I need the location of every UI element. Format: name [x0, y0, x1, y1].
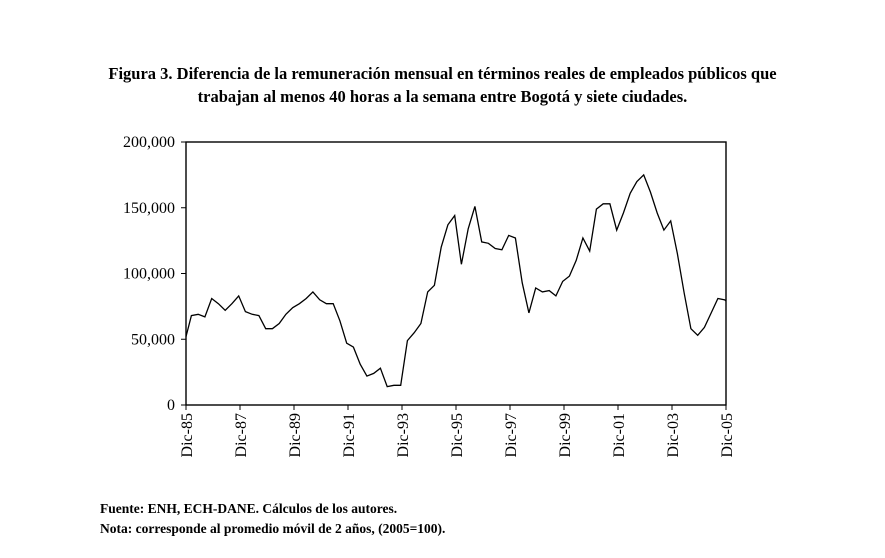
y-tick-label: 200,000 — [123, 134, 175, 151]
chart-title: Figura 3. Diferencia de la remuneración … — [0, 62, 885, 108]
x-tick-label: Dic-97 — [503, 413, 520, 457]
x-tick-label: Dic-05 — [719, 413, 736, 457]
plot-frame — [185, 141, 727, 406]
x-tick-label: Dic-01 — [611, 413, 628, 457]
x-tick-label: Dic-87 — [233, 413, 250, 457]
x-tick-label: Dic-93 — [395, 413, 412, 457]
x-tick-label: Dic-91 — [341, 413, 358, 457]
x-tick-label: Dic-89 — [287, 413, 304, 457]
x-tick-label: Dic-03 — [665, 413, 682, 457]
x-tick-label: Dic-99 — [557, 413, 574, 457]
series-line — [185, 173, 727, 388]
footnote: Nota: corresponde al promedio móvil de 2… — [100, 521, 446, 536]
x-tick-label: Dic-85 — [179, 413, 196, 457]
x-axis: Dic-85 Dic-87 Dic-89 Dic-91 Dic-93 Dic-95 Dic-… — [179, 405, 736, 457]
figure-notes: Fuente: ENH, ECH-DANE. Cálculos de los a… — [100, 499, 445, 539]
y-tick-label: 50,000 — [131, 331, 175, 348]
x-tick-label: Dic-95 — [449, 413, 466, 457]
y-tick-label: 150,000 — [123, 200, 175, 217]
source-note: Fuente: ENH, ECH-DANE. Cálculos de los a… — [100, 501, 398, 516]
y-tick-label: 100,000 — [123, 266, 175, 283]
chart-title-line-2: trabajan al menos 40 horas a la semana e… — [197, 87, 688, 106]
y-axis: 0 50,000 100,000 150,000 200,000 — [123, 134, 186, 414]
y-tick-label: 0 — [167, 397, 175, 414]
chart-title-line-1: Figura 3. Diferencia de la remuneración … — [108, 64, 777, 83]
